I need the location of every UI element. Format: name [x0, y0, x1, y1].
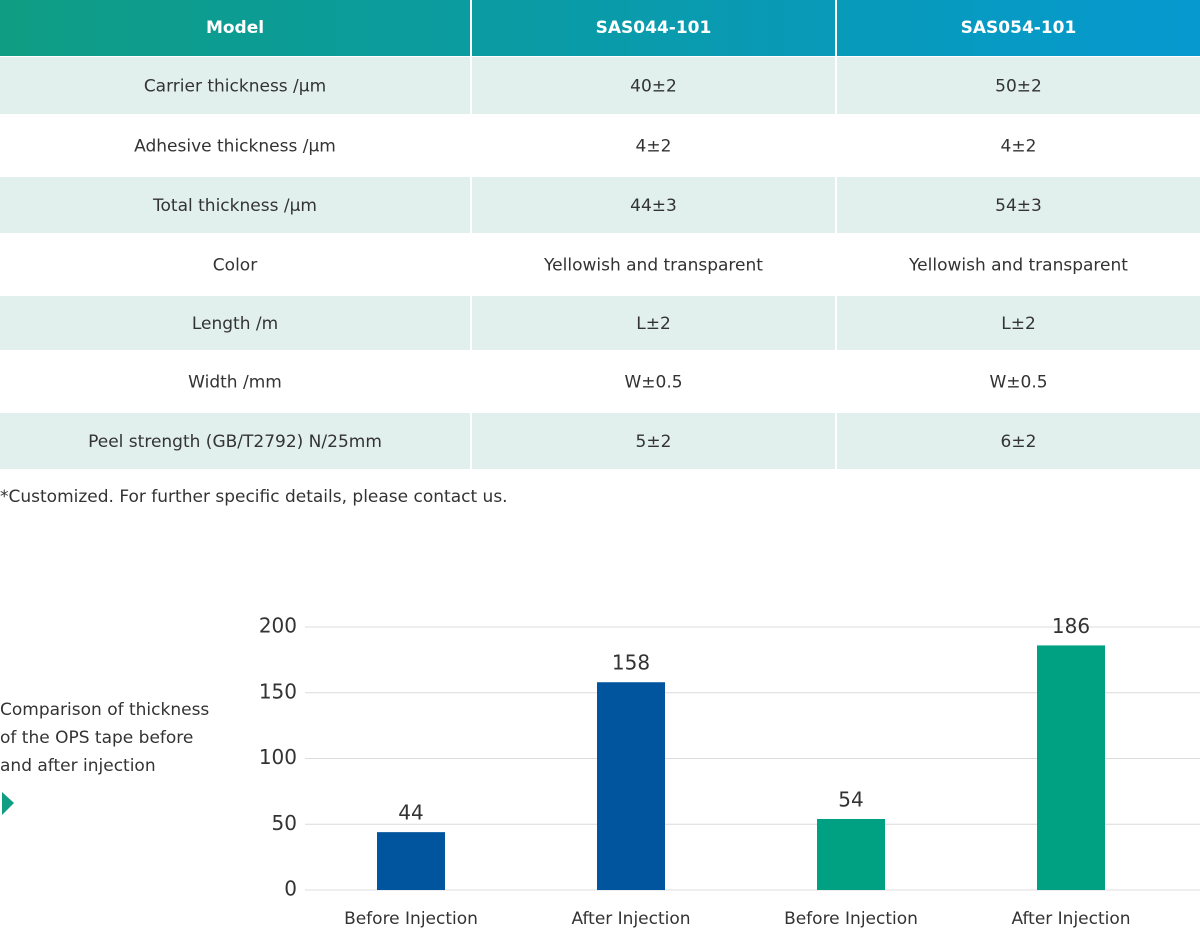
header-cell: SAS054-101 [961, 18, 1077, 38]
cell-bg [837, 413, 1200, 469]
table-cell: Yellowish and transparent [908, 256, 1128, 276]
x-tick-label: Before Injection [784, 909, 918, 929]
table-cell: Total thickness /μm [152, 196, 317, 216]
table-header-bg [0, 0, 1200, 56]
table-cell: W±0.5 [989, 373, 1047, 393]
table-cell: 40±2 [630, 77, 677, 97]
y-tick-label: 150 [259, 679, 297, 703]
table-cell: Length /m [192, 314, 278, 334]
arrow-icon [2, 792, 14, 815]
y-tick-label: 50 [272, 811, 297, 835]
table-cell: L±2 [1001, 314, 1036, 334]
data-label: 186 [1052, 614, 1090, 638]
table-cell: L±2 [636, 314, 671, 334]
header-cell: SAS044-101 [596, 18, 712, 38]
bar [597, 682, 665, 890]
table-cell: 6±2 [1001, 432, 1037, 452]
cell-bg [0, 296, 470, 350]
table-cell: 50±2 [995, 77, 1042, 97]
cell-bg [0, 57, 470, 114]
cell-bg [837, 177, 1200, 233]
table-cell: Peel strength (GB/T2792) N/25mm [88, 432, 382, 452]
bar [377, 832, 445, 890]
table-cell: 54±3 [995, 196, 1042, 216]
x-tick-label: Before Injection [344, 909, 478, 929]
table-cell: Yellowish and transparent [543, 256, 763, 276]
x-tick-label: After Injection [1011, 909, 1130, 929]
header-divider [835, 0, 837, 56]
table-cell: Color [213, 256, 257, 276]
table-cell: 4±2 [636, 137, 672, 157]
table-cell: 44±3 [630, 196, 677, 216]
data-label: 158 [612, 651, 650, 675]
chart-caption: Comparison of thickness [0, 700, 209, 720]
data-label: 44 [398, 801, 423, 825]
cell-bg [472, 296, 835, 350]
cell-bg [837, 57, 1200, 114]
y-tick-label: 200 [259, 614, 297, 638]
y-tick-label: 100 [259, 745, 297, 769]
chart-caption: of the OPS tape before [0, 728, 193, 748]
header-cell: Model [206, 18, 264, 38]
table-cell: Width /mm [188, 373, 282, 393]
cell-bg [472, 177, 835, 233]
table-cell: 5±2 [636, 432, 672, 452]
table-note: *Customized. For further specific detail… [0, 487, 508, 507]
cell-bg [837, 296, 1200, 350]
cell-bg [472, 57, 835, 114]
cell-bg [0, 177, 470, 233]
table-cell: Adhesive thickness /μm [134, 137, 336, 157]
header-divider [470, 0, 472, 56]
table-cell: W±0.5 [624, 373, 682, 393]
cell-bg [0, 413, 470, 469]
data-label: 54 [838, 787, 863, 811]
bar [1037, 645, 1105, 890]
x-tick-label: After Injection [571, 909, 690, 929]
table-cell: 4±2 [1001, 137, 1037, 157]
bar [817, 818, 885, 890]
chart-caption: and after injection [0, 756, 156, 776]
table-cell: Carrier thickness /μm [144, 77, 326, 97]
y-tick-label: 0 [284, 877, 297, 901]
cell-bg [472, 413, 835, 469]
